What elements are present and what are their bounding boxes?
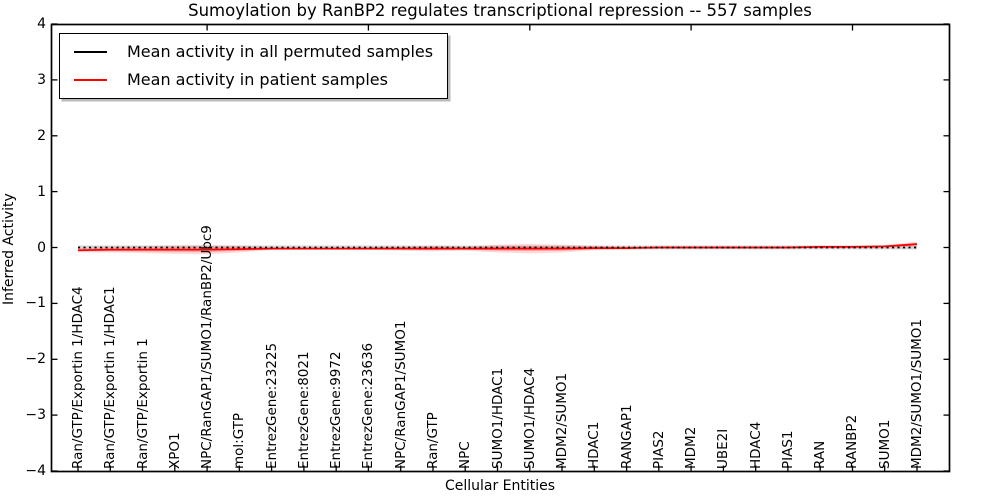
y-tick-label: −3 xyxy=(25,407,46,424)
y-tick-label: 3 xyxy=(37,71,46,88)
legend-item-patient: Mean activity in patient samples xyxy=(74,70,433,89)
y-tick-label: 4 xyxy=(37,16,46,32)
x-tick-label: HDAC1 xyxy=(586,421,603,469)
x-tick-label: EntrezGene:9972 xyxy=(328,351,345,469)
y-tick-label: −2 xyxy=(25,351,46,368)
x-tick-label: Ran/GTP xyxy=(424,412,441,469)
x-tick-label: MDM2 xyxy=(683,426,700,469)
x-tick-label: Ran/GTP/Exportin 1/HDAC4 xyxy=(70,286,86,469)
x-axis-label: Cellular Entities xyxy=(444,478,556,494)
x-tick-label: PIAS2 xyxy=(650,430,667,469)
y-tick-label: −1 xyxy=(25,295,46,312)
x-tick-label: mol:GTP xyxy=(231,412,248,469)
x-tick-label: UBE2I xyxy=(715,428,732,469)
x-tick-label: Ran/GTP/Exportin 1 xyxy=(134,338,151,469)
legend: Mean activity in all permuted samples Me… xyxy=(59,33,449,99)
x-tick-label: SUMO1 xyxy=(876,419,893,469)
x-tick-label: NPC/RanGAP1/SUMO1 xyxy=(392,320,409,469)
x-tick-label: SUMO1/HDAC4 xyxy=(521,367,538,469)
x-tick-label: MDM2/SUMO1 xyxy=(554,372,571,469)
x-tick-label: RANBP2 xyxy=(844,414,861,469)
x-tick-label: NPC/RanGAP1/SUMO1/RanBP2/Ubc9 xyxy=(199,225,216,469)
legend-item-permuted: Mean activity in all permuted samples xyxy=(74,42,433,61)
x-tick-label: EntrezGene:23225 xyxy=(263,342,280,469)
x-tick-label: EntrezGene:23636 xyxy=(360,342,377,469)
y-tick-label: 0 xyxy=(37,239,46,256)
chart-title: Sumoylation by RanBP2 regulates transcri… xyxy=(188,1,812,20)
x-tick-label: MDM2/SUMO1/SUMO1 xyxy=(909,318,925,469)
x-tick-label: HDAC4 xyxy=(747,421,764,469)
y-tick-label: −4 xyxy=(25,463,46,479)
y-tick-label: 1 xyxy=(37,183,46,200)
patient-line-sample xyxy=(74,78,107,81)
x-tick-label: EntrezGene:8021 xyxy=(295,351,312,469)
legend-label-patient: Mean activity in patient samples xyxy=(127,70,388,89)
x-tick-label: RANGAP1 xyxy=(618,404,635,469)
x-tick-label: PIAS1 xyxy=(779,430,796,469)
legend-label-permuted: Mean activity in all permuted samples xyxy=(127,42,434,61)
x-tick-label: RAN xyxy=(812,440,829,469)
permuted-line-sample xyxy=(74,50,107,53)
y-tick-label: 2 xyxy=(37,127,46,144)
x-tick-label: SUMO1/HDAC1 xyxy=(489,367,506,469)
x-tick-label: NPC xyxy=(457,441,474,469)
x-tick-label: Ran/GTP/Exportin 1/HDAC1 xyxy=(102,286,119,469)
x-tick-label: XPO1 xyxy=(166,432,183,469)
